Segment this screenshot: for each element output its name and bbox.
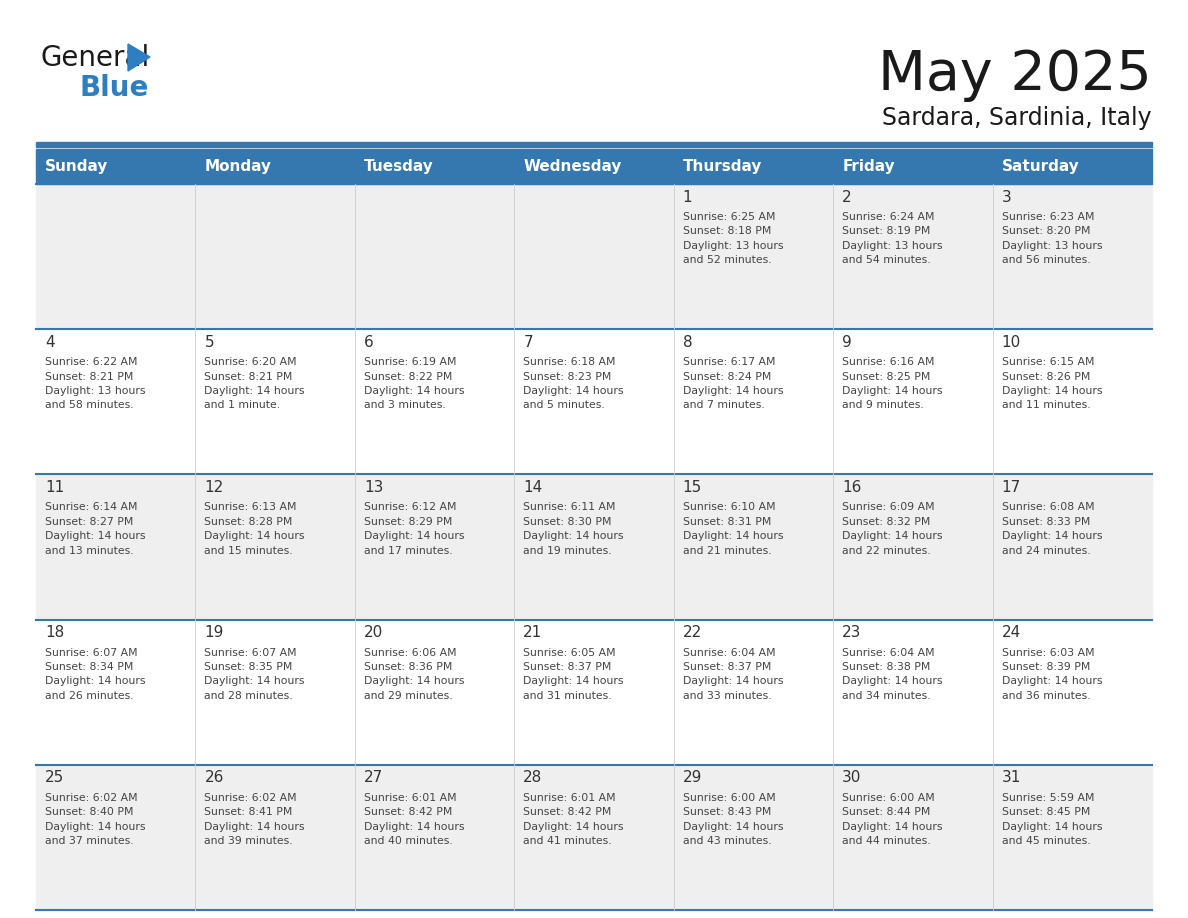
Text: 9: 9 xyxy=(842,335,852,350)
Text: 12: 12 xyxy=(204,480,223,495)
Text: 22: 22 xyxy=(683,625,702,640)
Text: Sunrise: 6:15 AM
Sunset: 8:26 PM
Daylight: 14 hours
and 11 minutes.: Sunrise: 6:15 AM Sunset: 8:26 PM Dayligh… xyxy=(1001,357,1102,410)
Text: Sunrise: 6:25 AM
Sunset: 8:18 PM
Daylight: 13 hours
and 52 minutes.: Sunrise: 6:25 AM Sunset: 8:18 PM Dayligh… xyxy=(683,212,783,265)
Polygon shape xyxy=(128,44,150,71)
Text: Thursday: Thursday xyxy=(683,159,762,174)
Text: Sunrise: 6:19 AM
Sunset: 8:22 PM
Daylight: 14 hours
and 3 minutes.: Sunrise: 6:19 AM Sunset: 8:22 PM Dayligh… xyxy=(364,357,465,410)
Text: Sunrise: 6:07 AM
Sunset: 8:35 PM
Daylight: 14 hours
and 28 minutes.: Sunrise: 6:07 AM Sunset: 8:35 PM Dayligh… xyxy=(204,647,305,700)
Text: 25: 25 xyxy=(45,770,64,785)
Text: Sunrise: 6:08 AM
Sunset: 8:33 PM
Daylight: 14 hours
and 24 minutes.: Sunrise: 6:08 AM Sunset: 8:33 PM Dayligh… xyxy=(1001,502,1102,555)
Bar xyxy=(36,765,1152,910)
Text: 31: 31 xyxy=(1001,770,1020,785)
Text: Friday: Friday xyxy=(842,159,895,174)
Text: 26: 26 xyxy=(204,770,223,785)
Text: Sunrise: 6:23 AM
Sunset: 8:20 PM
Daylight: 13 hours
and 56 minutes.: Sunrise: 6:23 AM Sunset: 8:20 PM Dayligh… xyxy=(1001,212,1102,265)
Text: 10: 10 xyxy=(1001,335,1020,350)
Bar xyxy=(36,475,1152,620)
Text: 13: 13 xyxy=(364,480,384,495)
Text: 11: 11 xyxy=(45,480,64,495)
Text: Sunrise: 6:16 AM
Sunset: 8:25 PM
Daylight: 14 hours
and 9 minutes.: Sunrise: 6:16 AM Sunset: 8:25 PM Dayligh… xyxy=(842,357,942,410)
Text: General: General xyxy=(42,44,150,72)
Text: 4: 4 xyxy=(45,335,55,350)
Text: Sunrise: 5:59 AM
Sunset: 8:45 PM
Daylight: 14 hours
and 45 minutes.: Sunrise: 5:59 AM Sunset: 8:45 PM Dayligh… xyxy=(1001,793,1102,846)
Text: Sunrise: 6:14 AM
Sunset: 8:27 PM
Daylight: 14 hours
and 13 minutes.: Sunrise: 6:14 AM Sunset: 8:27 PM Dayligh… xyxy=(45,502,145,555)
Text: 19: 19 xyxy=(204,625,223,640)
Text: 23: 23 xyxy=(842,625,861,640)
Text: Sunrise: 6:09 AM
Sunset: 8:32 PM
Daylight: 14 hours
and 22 minutes.: Sunrise: 6:09 AM Sunset: 8:32 PM Dayligh… xyxy=(842,502,942,555)
Text: Sunrise: 6:01 AM
Sunset: 8:42 PM
Daylight: 14 hours
and 41 minutes.: Sunrise: 6:01 AM Sunset: 8:42 PM Dayligh… xyxy=(523,793,624,846)
Text: Sunrise: 6:04 AM
Sunset: 8:38 PM
Daylight: 14 hours
and 34 minutes.: Sunrise: 6:04 AM Sunset: 8:38 PM Dayligh… xyxy=(842,647,942,700)
Bar xyxy=(36,330,1152,475)
Text: 16: 16 xyxy=(842,480,861,495)
Text: Blue: Blue xyxy=(78,74,148,102)
Bar xyxy=(36,149,1152,184)
Text: 17: 17 xyxy=(1001,480,1020,495)
Text: 21: 21 xyxy=(523,625,543,640)
Text: Sunrise: 6:04 AM
Sunset: 8:37 PM
Daylight: 14 hours
and 33 minutes.: Sunrise: 6:04 AM Sunset: 8:37 PM Dayligh… xyxy=(683,647,783,700)
Text: 28: 28 xyxy=(523,770,543,785)
Text: Sunrise: 6:02 AM
Sunset: 8:41 PM
Daylight: 14 hours
and 39 minutes.: Sunrise: 6:02 AM Sunset: 8:41 PM Dayligh… xyxy=(204,793,305,846)
Text: 14: 14 xyxy=(523,480,543,495)
Text: 5: 5 xyxy=(204,335,214,350)
Text: 24: 24 xyxy=(1001,625,1020,640)
Text: 18: 18 xyxy=(45,625,64,640)
Text: Saturday: Saturday xyxy=(1001,159,1080,174)
Text: Sunrise: 6:12 AM
Sunset: 8:29 PM
Daylight: 14 hours
and 17 minutes.: Sunrise: 6:12 AM Sunset: 8:29 PM Dayligh… xyxy=(364,502,465,555)
Text: Sunrise: 6:11 AM
Sunset: 8:30 PM
Daylight: 14 hours
and 19 minutes.: Sunrise: 6:11 AM Sunset: 8:30 PM Dayligh… xyxy=(523,502,624,555)
Bar xyxy=(36,142,1152,147)
Text: 27: 27 xyxy=(364,770,383,785)
Text: Tuesday: Tuesday xyxy=(364,159,434,174)
Text: 2: 2 xyxy=(842,189,852,205)
Text: Monday: Monday xyxy=(204,159,271,174)
Text: Sunrise: 6:10 AM
Sunset: 8:31 PM
Daylight: 14 hours
and 21 minutes.: Sunrise: 6:10 AM Sunset: 8:31 PM Dayligh… xyxy=(683,502,783,555)
Text: Sunrise: 6:17 AM
Sunset: 8:24 PM
Daylight: 14 hours
and 7 minutes.: Sunrise: 6:17 AM Sunset: 8:24 PM Dayligh… xyxy=(683,357,783,410)
Text: 20: 20 xyxy=(364,625,383,640)
Text: 1: 1 xyxy=(683,189,693,205)
Text: Sunrise: 6:05 AM
Sunset: 8:37 PM
Daylight: 14 hours
and 31 minutes.: Sunrise: 6:05 AM Sunset: 8:37 PM Dayligh… xyxy=(523,647,624,700)
Text: Sunrise: 6:18 AM
Sunset: 8:23 PM
Daylight: 14 hours
and 5 minutes.: Sunrise: 6:18 AM Sunset: 8:23 PM Dayligh… xyxy=(523,357,624,410)
Text: 3: 3 xyxy=(1001,189,1011,205)
Text: Sunrise: 6:06 AM
Sunset: 8:36 PM
Daylight: 14 hours
and 29 minutes.: Sunrise: 6:06 AM Sunset: 8:36 PM Dayligh… xyxy=(364,647,465,700)
Text: Sunrise: 6:24 AM
Sunset: 8:19 PM
Daylight: 13 hours
and 54 minutes.: Sunrise: 6:24 AM Sunset: 8:19 PM Dayligh… xyxy=(842,212,942,265)
Bar xyxy=(36,184,1152,330)
Text: 29: 29 xyxy=(683,770,702,785)
Text: Sunrise: 6:20 AM
Sunset: 8:21 PM
Daylight: 14 hours
and 1 minute.: Sunrise: 6:20 AM Sunset: 8:21 PM Dayligh… xyxy=(204,357,305,410)
Text: Sunrise: 6:00 AM
Sunset: 8:43 PM
Daylight: 14 hours
and 43 minutes.: Sunrise: 6:00 AM Sunset: 8:43 PM Dayligh… xyxy=(683,793,783,846)
Text: Sunrise: 6:01 AM
Sunset: 8:42 PM
Daylight: 14 hours
and 40 minutes.: Sunrise: 6:01 AM Sunset: 8:42 PM Dayligh… xyxy=(364,793,465,846)
Text: Sunrise: 6:02 AM
Sunset: 8:40 PM
Daylight: 14 hours
and 37 minutes.: Sunrise: 6:02 AM Sunset: 8:40 PM Dayligh… xyxy=(45,793,145,846)
Text: 7: 7 xyxy=(523,335,533,350)
Text: Sunrise: 6:07 AM
Sunset: 8:34 PM
Daylight: 14 hours
and 26 minutes.: Sunrise: 6:07 AM Sunset: 8:34 PM Dayligh… xyxy=(45,647,145,700)
Text: Sunrise: 6:00 AM
Sunset: 8:44 PM
Daylight: 14 hours
and 44 minutes.: Sunrise: 6:00 AM Sunset: 8:44 PM Dayligh… xyxy=(842,793,942,846)
Text: Sunrise: 6:03 AM
Sunset: 8:39 PM
Daylight: 14 hours
and 36 minutes.: Sunrise: 6:03 AM Sunset: 8:39 PM Dayligh… xyxy=(1001,647,1102,700)
Text: 8: 8 xyxy=(683,335,693,350)
Text: Sunrise: 6:22 AM
Sunset: 8:21 PM
Daylight: 13 hours
and 58 minutes.: Sunrise: 6:22 AM Sunset: 8:21 PM Dayligh… xyxy=(45,357,145,410)
Text: 6: 6 xyxy=(364,335,373,350)
Text: May 2025: May 2025 xyxy=(878,48,1152,102)
Text: 30: 30 xyxy=(842,770,861,785)
Text: Wednesday: Wednesday xyxy=(523,159,621,174)
Text: 15: 15 xyxy=(683,480,702,495)
Bar xyxy=(36,620,1152,765)
Text: Sunrise: 6:13 AM
Sunset: 8:28 PM
Daylight: 14 hours
and 15 minutes.: Sunrise: 6:13 AM Sunset: 8:28 PM Dayligh… xyxy=(204,502,305,555)
Text: Sardara, Sardinia, Italy: Sardara, Sardinia, Italy xyxy=(883,106,1152,130)
Text: Sunday: Sunday xyxy=(45,159,108,174)
